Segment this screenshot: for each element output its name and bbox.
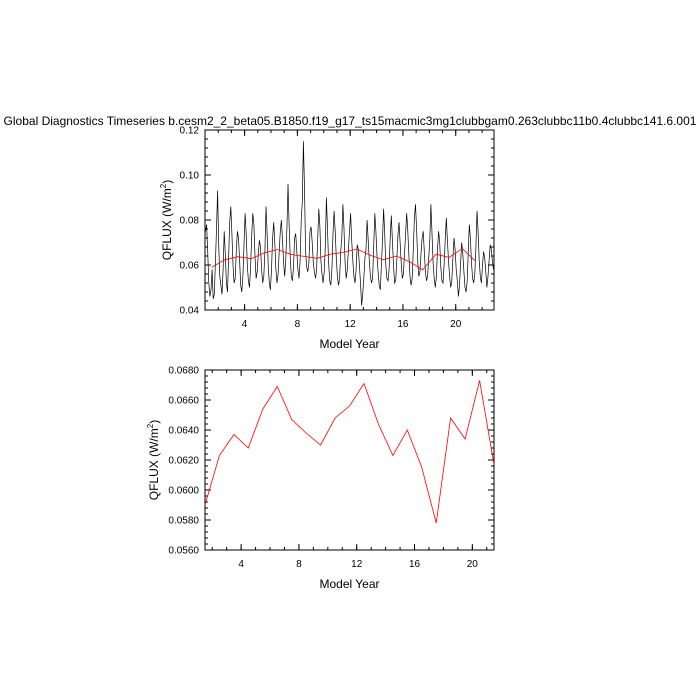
monthly-series-line (205, 141, 494, 306)
y-tick-label: 0.0660 (168, 396, 199, 407)
y-tick-label: 0.0580 (168, 516, 199, 527)
annual-mean-series-line (211, 248, 476, 271)
plot-frame (204, 369, 495, 551)
y-tick-label: 0.0620 (168, 456, 199, 467)
y-tick-label: 0.0600 (168, 486, 199, 497)
x-tick-label: 12 (351, 559, 363, 570)
y-tick-label: 0.0680 (168, 366, 199, 377)
monthly-timeseries-panel: 4 8 12 16 20 0.04 0.06 0.08 0.10 0.12 Model Year QF… (159, 126, 495, 351)
y-axis-label: QFLUX (W/m2) (159, 180, 174, 260)
x-tick-label: 4 (242, 319, 248, 330)
y-tick-label: 0.04 (180, 306, 200, 317)
x-axis-label: Model Year (319, 337, 379, 351)
chart-title: Global Diagnostics Timeseries b.cesm2_2_… (4, 114, 697, 128)
x-tick-label: 16 (397, 319, 409, 330)
x-tick-label: 16 (409, 559, 421, 570)
x-tick-label: 20 (467, 559, 479, 570)
y-tick-label: 0.12 (180, 126, 200, 137)
y-tick-label: 0.06 (180, 261, 200, 272)
x-tick-label: 4 (238, 559, 244, 570)
plot-frame (204, 129, 495, 311)
x-tick-label: 8 (295, 319, 301, 330)
annual-mean-panel: 4 8 12 16 20 0.0560 0.0580 0.0600 0.0620 0.0640 0.… (146, 366, 495, 591)
y-tick-label: 0.08 (180, 216, 200, 227)
x-tick-label: 8 (296, 559, 302, 570)
x-axis-label: Model Year (319, 577, 379, 591)
x-tick-label: 20 (450, 319, 462, 330)
y-tick-label: 0.0560 (168, 546, 199, 557)
annual-mean-series-line (204, 380, 495, 524)
y-tick-label: 0.0640 (168, 426, 199, 437)
x-tick-label: 12 (345, 319, 357, 330)
y-tick-label: 0.10 (180, 171, 200, 182)
y-axis-label: QFLUX (W/m2) (146, 420, 161, 500)
